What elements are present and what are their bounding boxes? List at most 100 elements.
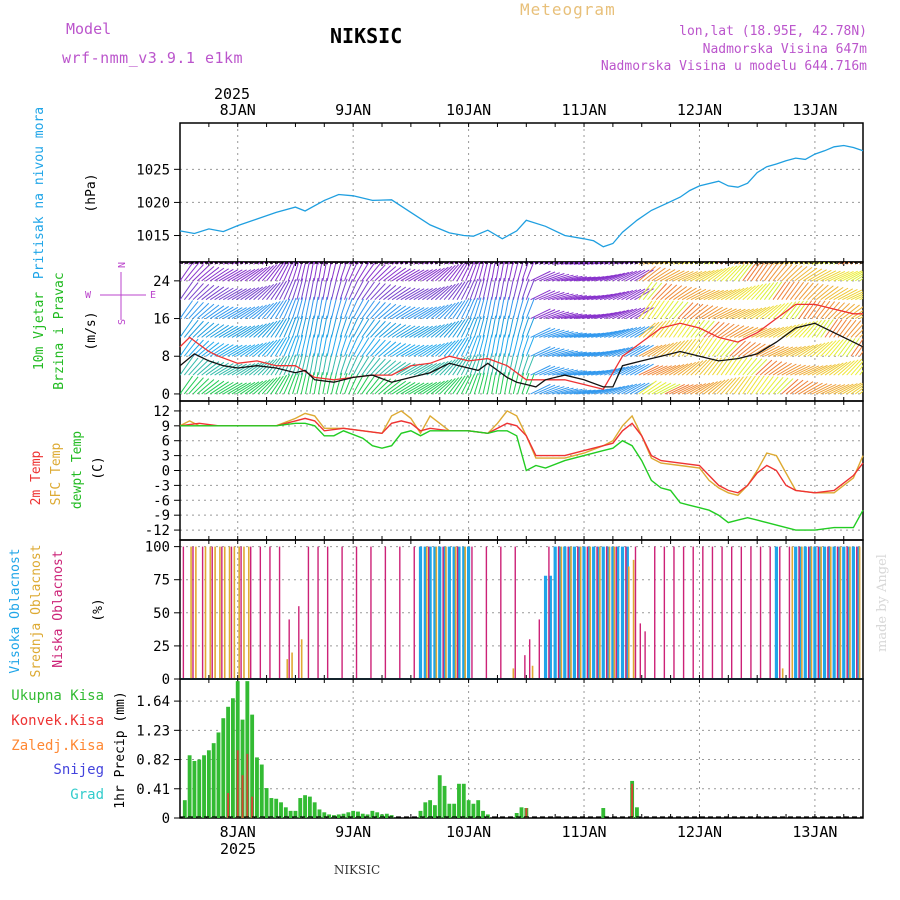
wind-barb <box>647 300 661 319</box>
high-cloud-bar <box>418 546 423 679</box>
wind-barb <box>248 285 267 301</box>
wind-barb <box>504 296 510 319</box>
wind-barb <box>447 338 463 357</box>
wind-barb <box>296 334 304 357</box>
wind-barb <box>859 297 863 301</box>
wind-barb <box>803 382 823 395</box>
wind-barb <box>703 380 722 395</box>
wind-barb <box>552 274 574 282</box>
wind-barb <box>746 306 767 319</box>
total-rain-bar <box>259 764 264 818</box>
wind-barb <box>655 269 676 282</box>
wind-barb <box>517 334 525 357</box>
wind-barb <box>582 332 605 338</box>
y-tick-label: 1.64 <box>136 694 170 710</box>
low-cloud-bar <box>221 546 223 679</box>
low-cloud-bar <box>384 546 387 679</box>
wind-barb <box>422 324 442 338</box>
wind-barb <box>357 337 370 357</box>
wind-barb <box>287 373 297 395</box>
mid-cloud-bar <box>781 668 784 679</box>
wind-barb <box>201 380 220 395</box>
total-rain-bar <box>317 809 322 818</box>
wind-barb <box>236 344 256 357</box>
wind-barb <box>712 338 727 357</box>
wind-barb <box>348 317 359 338</box>
wind-barb <box>768 346 789 357</box>
wind-barb <box>673 286 692 301</box>
mid-cloud-bar <box>810 546 813 679</box>
total-rain-bar <box>514 813 519 818</box>
low-cloud-bar <box>846 546 848 679</box>
wind-barb <box>491 372 497 395</box>
wind-barb <box>811 364 832 376</box>
mid-cloud-bar <box>195 546 197 679</box>
wind-barb <box>404 307 425 319</box>
wind-barb <box>223 288 243 301</box>
gust-line <box>179 303 863 390</box>
total-rain-bar <box>457 783 461 818</box>
wind-barb <box>578 389 600 395</box>
total-rain-bar <box>235 681 240 818</box>
wind-barb <box>292 278 300 300</box>
wind-barb <box>720 377 737 395</box>
wind-barb <box>751 262 765 282</box>
wind-barb <box>699 269 719 282</box>
wind-barb <box>422 362 442 376</box>
wind-barb <box>573 295 596 301</box>
wind-barb <box>534 365 556 376</box>
wind-barb <box>811 319 826 338</box>
wind-barb <box>690 262 695 265</box>
wind-barb <box>456 280 469 300</box>
wind-barb <box>768 281 783 300</box>
wind-barb <box>261 339 278 357</box>
wind-barb <box>400 269 420 282</box>
wind-barb <box>543 367 565 376</box>
wind-barb <box>344 335 353 357</box>
wind-barb <box>764 376 779 395</box>
wind-barb <box>716 266 734 282</box>
wind-barb <box>556 388 579 395</box>
wind-barb <box>387 380 407 395</box>
wind-barb <box>504 277 510 300</box>
wind-barb <box>642 321 660 338</box>
wind-barb <box>552 349 574 357</box>
total-rain-bar <box>264 788 269 818</box>
wind-barb <box>733 341 751 357</box>
wind-barb <box>313 372 319 395</box>
wind-barb <box>465 317 475 338</box>
wind-barb <box>183 282 199 301</box>
total-rain-bar <box>380 814 384 818</box>
total-rain-bar <box>298 798 303 818</box>
wind-barb <box>655 320 671 338</box>
wind-barb <box>435 379 453 395</box>
wind-barb <box>339 262 342 265</box>
high-cloud-bar <box>596 546 601 679</box>
wind-barb <box>365 301 381 319</box>
wind-barb <box>283 335 294 357</box>
wind-barb <box>452 281 466 300</box>
wind-barb <box>629 325 650 338</box>
total-rain-bar <box>341 813 346 818</box>
wind-barb <box>816 384 837 395</box>
wind-barb <box>539 385 560 395</box>
wind-barb <box>486 262 489 265</box>
y-tick-label: 1.23 <box>136 723 170 739</box>
wind-barb <box>738 375 752 395</box>
wind-barb <box>460 298 472 319</box>
wind-barb <box>850 273 863 282</box>
wind-barb <box>504 372 510 395</box>
wind-barb <box>430 285 449 301</box>
wind-barb <box>512 262 515 265</box>
wind-barb <box>491 315 497 338</box>
wind-barb <box>591 369 613 376</box>
low-cloud-bar <box>230 546 233 679</box>
wind-barb <box>629 344 650 357</box>
y-tick-label: 100 <box>145 540 170 556</box>
wind-barb <box>591 388 613 395</box>
wind-barb <box>396 325 416 338</box>
wind-barb <box>816 340 833 357</box>
wind-title-2: Brzina i Pravac <box>52 272 67 389</box>
wind-barb <box>473 297 482 319</box>
wind-barb <box>517 278 525 300</box>
